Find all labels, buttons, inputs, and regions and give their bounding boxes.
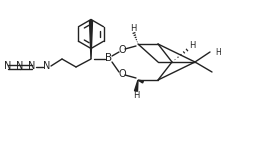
Text: N: N [16, 61, 24, 71]
Polygon shape [90, 20, 93, 59]
Text: N: N [4, 61, 12, 71]
Text: B: B [105, 53, 112, 63]
Text: N: N [43, 61, 51, 71]
Text: O: O [118, 45, 126, 55]
Text: N: N [28, 61, 36, 71]
Text: H: H [215, 48, 221, 57]
Polygon shape [138, 80, 143, 83]
Text: H: H [130, 23, 136, 33]
Text: H: H [133, 91, 139, 101]
Polygon shape [134, 80, 138, 91]
Text: O: O [118, 69, 126, 79]
Text: H: H [189, 40, 195, 50]
